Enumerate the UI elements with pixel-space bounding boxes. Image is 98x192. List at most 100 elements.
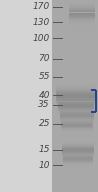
Bar bbox=[63, 156, 93, 157]
Bar bbox=[62, 137, 94, 138]
Bar bbox=[58, 115, 94, 116]
Bar bbox=[56, 113, 95, 114]
Bar bbox=[60, 109, 94, 110]
Bar bbox=[62, 152, 94, 153]
Bar bbox=[62, 159, 94, 160]
Bar bbox=[56, 82, 95, 83]
Bar bbox=[58, 105, 94, 106]
Bar bbox=[58, 109, 94, 110]
Bar bbox=[69, 2, 95, 3]
Bar bbox=[58, 118, 94, 119]
Bar bbox=[62, 136, 94, 137]
Bar bbox=[58, 94, 94, 95]
Text: 40: 40 bbox=[39, 91, 50, 99]
Bar bbox=[69, 28, 95, 29]
Bar bbox=[62, 161, 94, 162]
Bar bbox=[62, 141, 94, 142]
Bar bbox=[69, 30, 95, 31]
Bar bbox=[58, 112, 94, 113]
Bar bbox=[58, 116, 94, 117]
Bar bbox=[69, 26, 95, 27]
Bar bbox=[60, 125, 94, 126]
Bar bbox=[56, 104, 95, 105]
Bar bbox=[63, 161, 93, 162]
Bar bbox=[62, 155, 94, 156]
Bar bbox=[60, 110, 94, 111]
Bar bbox=[60, 123, 94, 124]
Bar bbox=[69, 20, 95, 21]
Bar bbox=[60, 104, 94, 105]
Bar bbox=[56, 89, 95, 90]
Bar bbox=[63, 162, 93, 163]
Bar bbox=[61, 123, 93, 124]
Bar bbox=[62, 149, 94, 150]
Bar bbox=[58, 104, 94, 105]
Bar bbox=[62, 163, 94, 164]
Bar bbox=[63, 157, 93, 158]
Text: 10: 10 bbox=[39, 161, 50, 170]
Bar bbox=[60, 111, 94, 112]
Bar bbox=[62, 148, 94, 149]
Bar bbox=[63, 152, 93, 153]
Bar bbox=[69, 12, 95, 13]
Bar bbox=[60, 107, 94, 108]
Bar bbox=[63, 151, 93, 152]
Bar bbox=[69, 22, 95, 23]
Bar bbox=[69, 25, 95, 26]
Bar bbox=[56, 94, 95, 95]
Bar bbox=[69, 14, 95, 15]
Bar bbox=[60, 122, 94, 123]
Bar bbox=[63, 167, 93, 168]
Bar bbox=[56, 77, 95, 78]
Bar bbox=[56, 112, 95, 113]
Bar bbox=[61, 124, 93, 125]
Bar bbox=[61, 130, 93, 131]
Bar bbox=[60, 112, 94, 113]
Bar bbox=[62, 156, 94, 157]
Bar bbox=[69, 24, 95, 25]
Bar bbox=[63, 153, 93, 154]
Bar bbox=[58, 102, 94, 103]
Bar bbox=[56, 78, 95, 79]
Bar bbox=[69, 31, 95, 32]
Bar bbox=[60, 126, 94, 127]
Bar bbox=[56, 91, 95, 92]
Text: 130: 130 bbox=[33, 18, 50, 26]
Bar bbox=[69, 21, 95, 22]
Bar bbox=[56, 110, 95, 111]
Bar bbox=[69, 9, 95, 10]
Bar bbox=[58, 100, 94, 101]
Bar bbox=[63, 168, 93, 169]
Bar bbox=[58, 93, 94, 94]
Bar bbox=[62, 162, 94, 163]
Bar bbox=[58, 107, 94, 108]
Bar bbox=[0, 0, 52, 192]
Bar bbox=[56, 107, 95, 108]
Bar bbox=[69, 4, 95, 5]
Bar bbox=[63, 159, 93, 160]
Bar bbox=[61, 128, 93, 129]
Bar bbox=[58, 111, 94, 112]
Bar bbox=[69, 29, 95, 30]
Bar bbox=[61, 115, 93, 116]
Bar bbox=[56, 84, 95, 85]
Bar bbox=[60, 121, 94, 122]
Bar bbox=[62, 145, 94, 146]
Bar bbox=[69, 17, 95, 18]
Text: 55: 55 bbox=[39, 72, 50, 81]
Bar bbox=[56, 83, 95, 84]
Bar bbox=[63, 166, 93, 167]
Bar bbox=[69, 10, 95, 11]
Text: 15: 15 bbox=[39, 145, 50, 154]
Bar bbox=[56, 115, 95, 116]
Bar bbox=[62, 153, 94, 154]
Bar bbox=[61, 122, 93, 123]
Bar bbox=[56, 92, 95, 93]
Bar bbox=[58, 101, 94, 102]
Bar bbox=[61, 126, 93, 127]
Bar bbox=[58, 91, 94, 92]
Bar bbox=[56, 103, 95, 104]
Bar bbox=[62, 154, 94, 155]
Bar bbox=[58, 95, 94, 96]
Bar bbox=[58, 92, 94, 93]
